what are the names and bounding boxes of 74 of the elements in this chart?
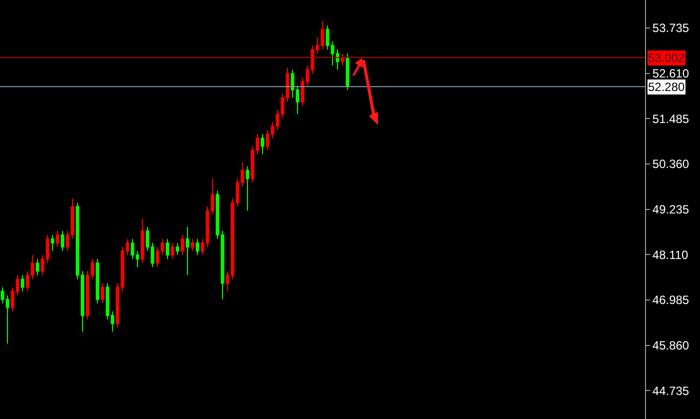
candlestick [46, 234, 50, 264]
candlestick [190, 238, 194, 252]
candlestick [260, 134, 264, 155]
candlestick [186, 226, 190, 276]
candlestick [36, 258, 40, 276]
candlestick [206, 206, 210, 248]
candlestick [10, 286, 14, 312]
candlestick [216, 190, 220, 240]
candlestick [316, 36, 320, 54]
y-tick-label: 48.110 [652, 248, 689, 262]
candlestick [20, 274, 24, 292]
candlestick [236, 178, 240, 208]
y-tick-label: 44.735 [652, 384, 690, 398]
candlestick [326, 24, 330, 50]
candlestick [106, 282, 110, 320]
candlestick [146, 226, 150, 252]
y-tick-label: 49.235 [652, 202, 690, 216]
candlestick [86, 270, 90, 320]
candlestick [280, 93, 284, 119]
candlestick [166, 238, 170, 260]
candlestick [140, 218, 144, 264]
y-tick-label: 45.860 [652, 338, 690, 352]
candlestick [100, 282, 104, 304]
candlestick [240, 162, 244, 188]
y-tick-label: 52.610 [652, 66, 690, 81]
candlestick [266, 130, 270, 151]
candlestick [246, 166, 250, 212]
y-tick-label: 46.985 [652, 293, 690, 308]
ref-line-label: 52.280 [648, 80, 686, 94]
candlestick [70, 198, 74, 240]
candlestick [270, 122, 274, 139]
candlestick [6, 294, 10, 344]
candlestick [130, 238, 134, 260]
ref-line-label: 53.002 [648, 51, 686, 65]
candlestick [330, 41, 334, 66]
candlestick [286, 67, 290, 102]
candlestick [156, 246, 160, 268]
candlestick [196, 238, 200, 256]
candlestick [306, 65, 310, 86]
candlestick [176, 242, 180, 256]
candlestick [170, 242, 174, 260]
candlestick [90, 258, 94, 280]
candlestick [16, 274, 20, 296]
y-tick-label: 51.485 [652, 112, 690, 126]
candlestick [250, 146, 254, 184]
candlestick [110, 310, 114, 332]
candlestick [320, 20, 324, 50]
candlestick [290, 69, 294, 98]
candlestick [40, 254, 44, 276]
candlestick [200, 238, 204, 256]
candlestick [136, 250, 140, 268]
candlestick [30, 254, 34, 280]
candlestick [220, 230, 224, 300]
candlestick [120, 246, 124, 292]
candlestick [276, 109, 280, 131]
candlestick [226, 270, 230, 292]
candlestick [66, 230, 70, 252]
candlestick [60, 230, 64, 252]
candlestick [126, 238, 130, 256]
candlestick [256, 134, 260, 155]
candlestick [50, 234, 54, 252]
candlestick [150, 242, 154, 268]
candlestick [160, 238, 164, 256]
candlestick [296, 85, 300, 115]
candlestick [80, 270, 84, 332]
candlestick [210, 178, 214, 216]
y-tick-label: 50.360 [652, 157, 690, 172]
candlestick [26, 270, 30, 292]
candlestick [0, 286, 4, 304]
y-tick-label: 53.735 [652, 21, 690, 36]
candlestick [180, 234, 184, 256]
candlestick [96, 258, 100, 304]
candlestick [336, 49, 340, 70]
candlestick [56, 230, 60, 248]
